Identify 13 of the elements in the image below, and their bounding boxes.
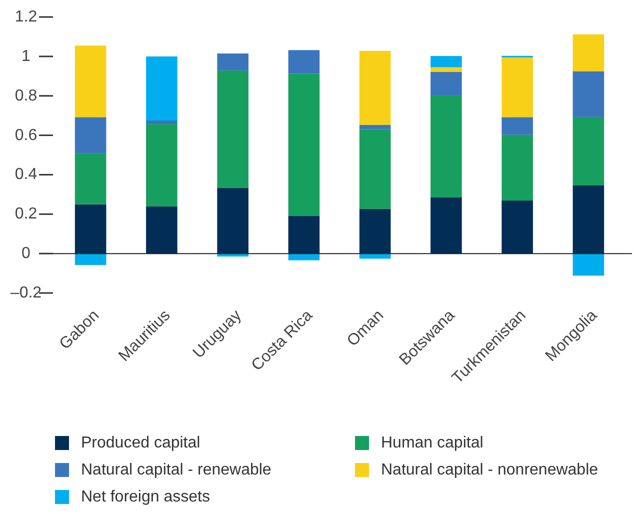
legend-label: Natural capital - renewable (81, 462, 272, 478)
y-tick-label: 1 (22, 48, 31, 65)
y-tick-label: 1.2 (14, 8, 38, 26)
legend-label: Human capital (381, 434, 484, 452)
y-tick-label: 0.4 (14, 166, 38, 184)
legend-label: Net foreign assets (81, 488, 210, 506)
y-tick-label: 0.2 (14, 206, 38, 223)
y-tick-label: 0.6 (14, 126, 38, 144)
y-tick-label: 0 (22, 245, 31, 262)
legend-label: Produced capital (81, 434, 200, 452)
y-tick-label: 0.8 (14, 87, 38, 104)
legend-label: Natural capital - nonrenewable (381, 462, 598, 478)
y-tick-label: –0.2 (10, 284, 42, 302)
